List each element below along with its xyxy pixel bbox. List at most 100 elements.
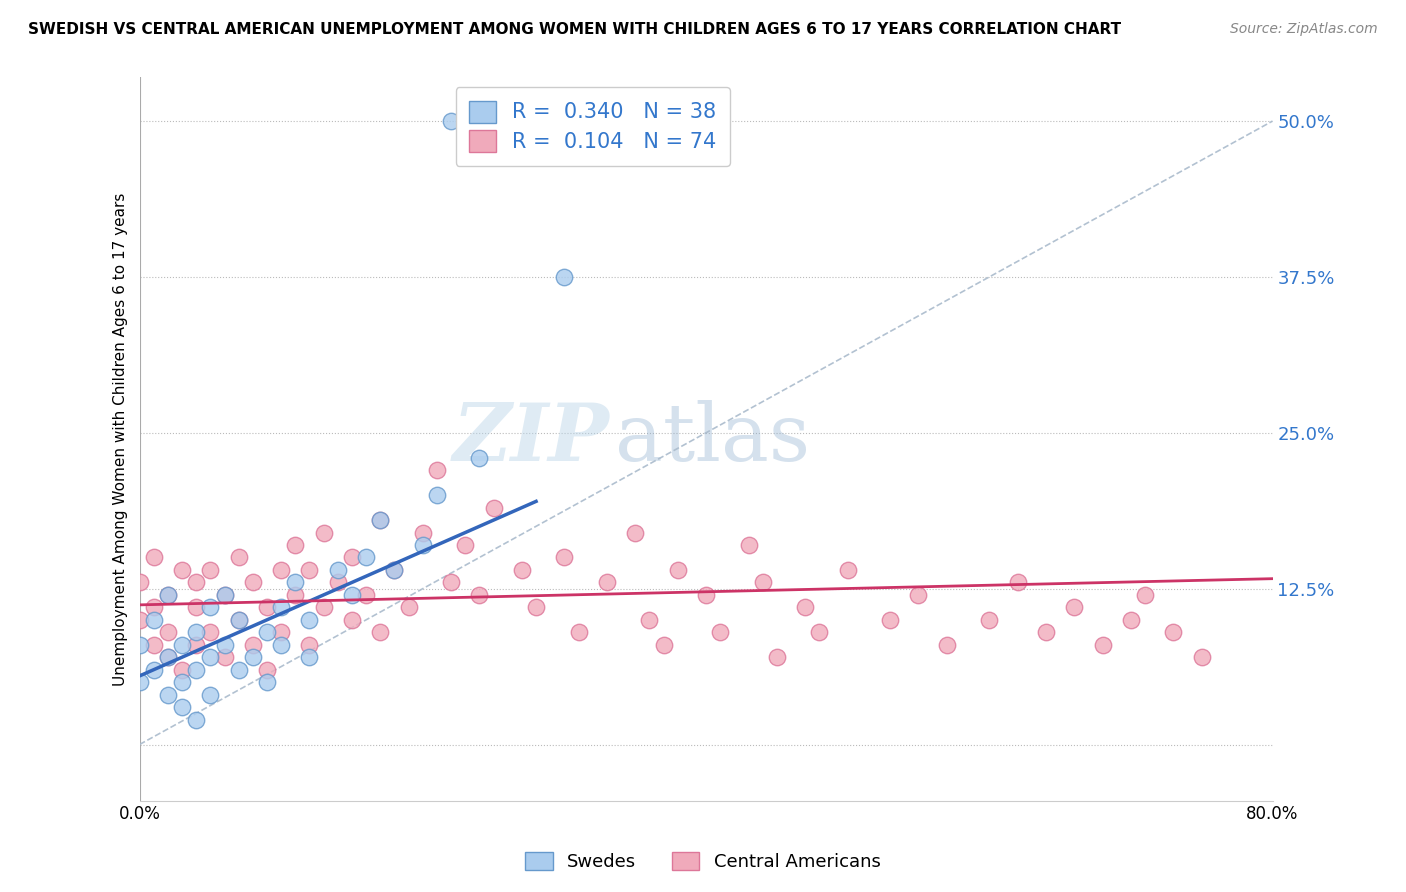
Point [270, 600, 292, 615]
Text: atlas: atlas [616, 400, 810, 478]
Point [170, 563, 193, 577]
Point [142, 663, 165, 677]
Point [284, 575, 307, 590]
Point [214, 588, 236, 602]
Point [709, 625, 731, 640]
Point [1091, 638, 1114, 652]
Point [979, 613, 1001, 627]
Point [638, 613, 661, 627]
Point [596, 575, 619, 590]
Legend: Swedes, Central Americans: Swedes, Central Americans [519, 845, 887, 879]
Point [412, 525, 434, 540]
Point [553, 550, 575, 565]
Point [270, 625, 292, 640]
Point [200, 625, 222, 640]
Point [454, 538, 477, 552]
Point [186, 625, 208, 640]
Point [214, 650, 236, 665]
Point [440, 575, 463, 590]
Y-axis label: Unemployment Among Women with Children Ages 6 to 17 years: Unemployment Among Women with Children A… [114, 193, 128, 686]
Point [312, 600, 335, 615]
Point [186, 713, 208, 727]
Point [567, 625, 589, 640]
Point [228, 550, 250, 565]
Point [879, 613, 901, 627]
Point [170, 663, 193, 677]
Point [214, 638, 236, 652]
Point [156, 588, 179, 602]
Point [766, 650, 789, 665]
Point [228, 663, 250, 677]
Point [368, 513, 391, 527]
Point [128, 575, 150, 590]
Point [256, 625, 278, 640]
Point [340, 588, 363, 602]
Point [808, 625, 831, 640]
Point [170, 638, 193, 652]
Point [200, 650, 222, 665]
Point [186, 600, 208, 615]
Point [242, 575, 264, 590]
Point [1163, 625, 1185, 640]
Point [340, 613, 363, 627]
Point [298, 563, 321, 577]
Point [412, 538, 434, 552]
Point [524, 600, 547, 615]
Legend: R =  0.340   N = 38, R =  0.104   N = 74: R = 0.340 N = 38, R = 0.104 N = 74 [456, 87, 730, 166]
Text: Source: ZipAtlas.com: Source: ZipAtlas.com [1230, 22, 1378, 37]
Point [666, 563, 689, 577]
Point [270, 563, 292, 577]
Point [200, 600, 222, 615]
Text: ZIP: ZIP [453, 401, 610, 478]
Point [1007, 575, 1029, 590]
Point [354, 550, 377, 565]
Point [256, 675, 278, 690]
Point [794, 600, 817, 615]
Point [200, 563, 222, 577]
Point [695, 588, 717, 602]
Point [200, 688, 222, 702]
Point [128, 638, 150, 652]
Point [440, 114, 463, 128]
Text: SWEDISH VS CENTRAL AMERICAN UNEMPLOYMENT AMONG WOMEN WITH CHILDREN AGES 6 TO 17 : SWEDISH VS CENTRAL AMERICAN UNEMPLOYMENT… [28, 22, 1121, 37]
Point [242, 650, 264, 665]
Point [186, 575, 208, 590]
Point [284, 588, 307, 602]
Point [298, 638, 321, 652]
Point [340, 550, 363, 565]
Point [256, 663, 278, 677]
Point [398, 600, 420, 615]
Point [156, 688, 179, 702]
Point [907, 588, 929, 602]
Point [228, 613, 250, 627]
Point [128, 613, 150, 627]
Point [935, 638, 957, 652]
Point [737, 538, 759, 552]
Point [1133, 588, 1156, 602]
Point [510, 563, 533, 577]
Point [368, 625, 391, 640]
Point [186, 638, 208, 652]
Point [256, 600, 278, 615]
Point [1119, 613, 1142, 627]
Point [142, 613, 165, 627]
Point [142, 600, 165, 615]
Point [312, 525, 335, 540]
Point [426, 488, 449, 502]
Point [553, 269, 575, 284]
Point [128, 675, 150, 690]
Point [1035, 625, 1057, 640]
Point [298, 613, 321, 627]
Point [142, 550, 165, 565]
Point [1191, 650, 1213, 665]
Point [170, 675, 193, 690]
Point [652, 638, 675, 652]
Point [326, 563, 349, 577]
Point [156, 650, 179, 665]
Point [1063, 600, 1085, 615]
Point [354, 588, 377, 602]
Point [228, 613, 250, 627]
Point [156, 588, 179, 602]
Point [242, 638, 264, 652]
Point [214, 588, 236, 602]
